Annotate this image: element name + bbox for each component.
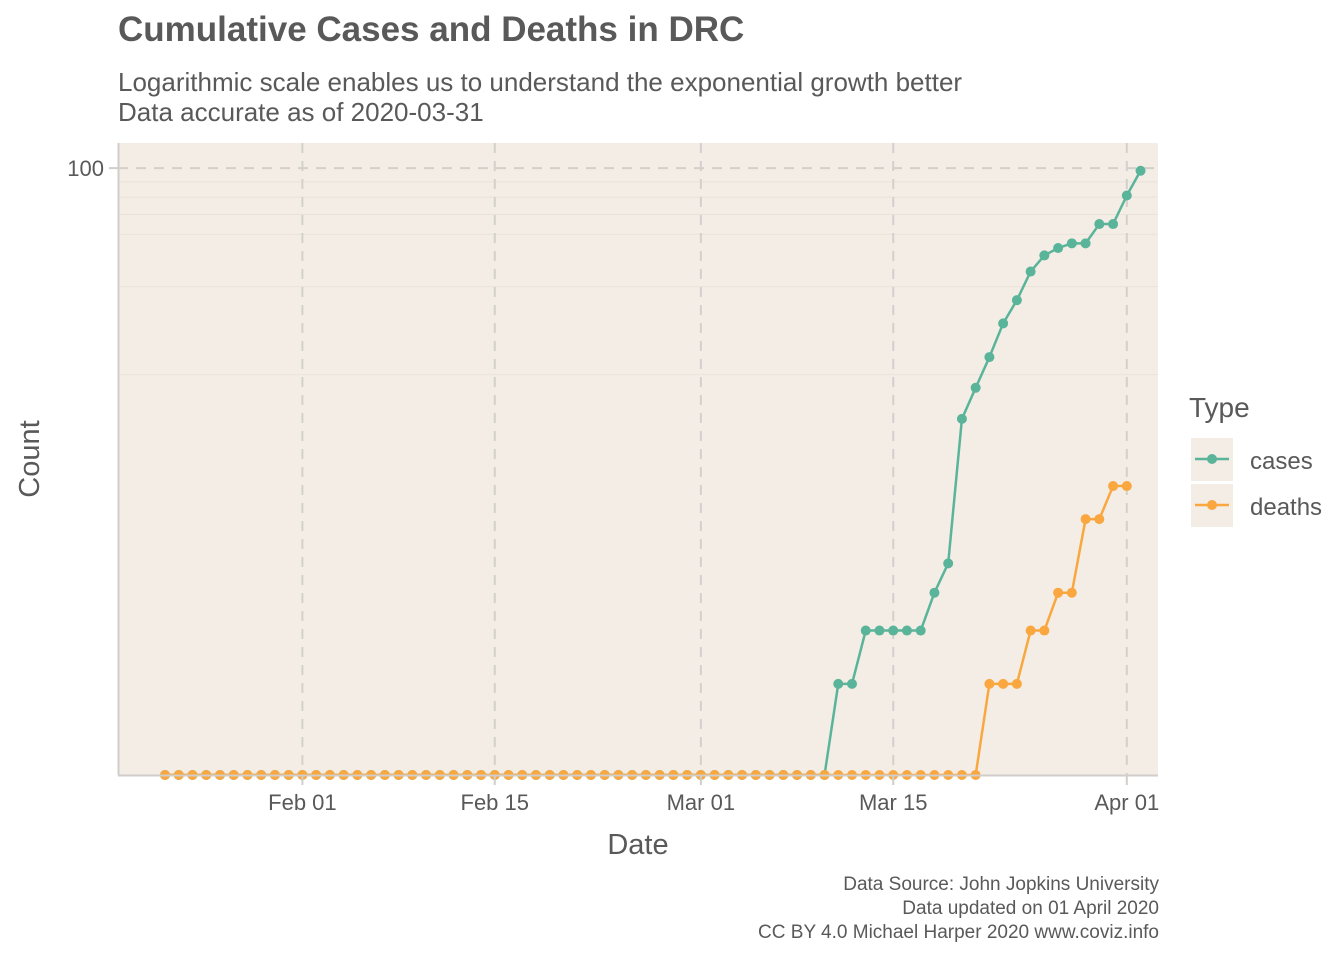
legend-point-cases — [1207, 454, 1217, 464]
data-point-cases — [888, 625, 899, 636]
data-point-cases — [915, 625, 926, 636]
data-point-deaths — [1121, 481, 1132, 492]
data-point-cases — [929, 587, 940, 598]
legend-label-deaths: deaths — [1250, 494, 1322, 521]
x-tick-label: Mar 15 — [859, 790, 927, 815]
chart-subtitle-line-2: Data accurate as of 2020-03-31 — [118, 97, 484, 127]
data-point-cases — [943, 558, 954, 569]
x-tick-label: Feb 01 — [268, 790, 337, 815]
legend-title: Type — [1189, 392, 1250, 423]
data-point-cases — [1039, 250, 1050, 261]
data-point-cases — [1053, 243, 1064, 254]
data-point-deaths — [1080, 514, 1091, 525]
data-point-deaths — [1025, 625, 1036, 636]
x-axis-ticks: Feb 01 Feb 15 Mar 01 Mar 15 Apr 01 — [268, 776, 1159, 815]
minor-gridlines — [118, 181, 1158, 376]
plot-panel — [118, 143, 1158, 775]
data-point-deaths — [1011, 678, 1022, 689]
data-point-cases — [901, 625, 912, 636]
x-tick-label: Mar 01 — [667, 790, 735, 815]
chart-title: Cumulative Cases and Deaths in DRC — [118, 10, 745, 49]
data-point-cases — [984, 352, 995, 363]
data-point-cases — [998, 318, 1009, 329]
chart-subtitle-line-1: Logarithmic scale enables us to understa… — [118, 67, 963, 97]
data-point-cases — [860, 625, 871, 636]
data-point-deaths — [1066, 587, 1077, 598]
data-point-deaths — [1094, 514, 1105, 525]
data-point-cases — [833, 678, 844, 689]
data-point-cases — [1025, 266, 1036, 277]
legend-point-deaths — [1207, 500, 1217, 510]
data-point-cases — [1011, 295, 1022, 306]
caption-data-source: Data Source: John Jopkins University — [843, 874, 1159, 895]
data-point-deaths — [998, 678, 1009, 689]
data-point-cases — [1108, 219, 1119, 230]
data-point-cases — [1080, 238, 1091, 249]
data-point-cases — [1066, 238, 1077, 249]
data-point-cases — [1135, 165, 1146, 176]
data-point-cases — [970, 382, 981, 393]
y-tick-label: 100 — [67, 156, 104, 181]
data-point-cases — [874, 625, 885, 636]
legend-label-cases: cases — [1250, 448, 1313, 475]
data-point-cases — [847, 678, 857, 689]
caption-data-updated: Data updated on 01 April 2020 — [902, 898, 1159, 919]
legend: Type cases deaths — [1189, 392, 1322, 527]
data-point-deaths — [1039, 625, 1050, 636]
caption-license: CC BY 4.0 Michael Harper 2020 www.coviz.… — [758, 922, 1159, 943]
x-tick-label: Apr 01 — [1094, 790, 1159, 815]
data-point-deaths — [1108, 481, 1119, 492]
y-axis-title: Count — [14, 420, 46, 497]
data-point-deaths — [984, 678, 995, 689]
data-point-deaths — [1053, 587, 1064, 598]
data-point-cases — [1121, 190, 1132, 201]
data-point-cases — [1094, 219, 1105, 230]
x-tick-label: Feb 15 — [461, 790, 530, 815]
data-point-cases — [956, 413, 967, 424]
x-axis-title: Date — [607, 829, 668, 861]
y-axis-ticks: 100 — [67, 156, 118, 181]
major-gridlines — [118, 143, 1158, 775]
